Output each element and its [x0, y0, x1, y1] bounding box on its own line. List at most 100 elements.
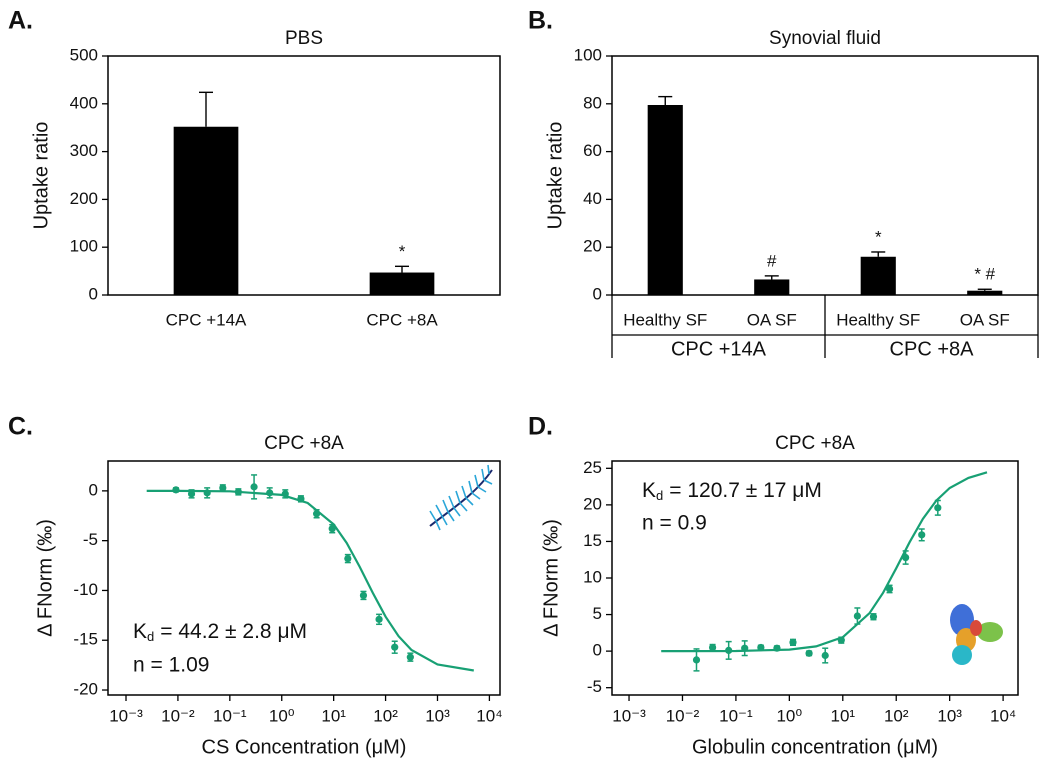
- data-point: [266, 489, 274, 497]
- significance-mark: *: [875, 227, 882, 246]
- data-point: [853, 612, 861, 620]
- y-tick-label: -5: [83, 530, 98, 549]
- data-point: [406, 653, 414, 661]
- data-point: [281, 490, 289, 498]
- y-axis-label: Uptake ratio: [30, 122, 52, 230]
- data-point: [725, 646, 733, 654]
- data-point: [250, 483, 258, 491]
- data-point: [708, 643, 717, 652]
- y-tick-label: 300: [70, 141, 98, 160]
- x-tick-label: 10¹: [830, 706, 855, 725]
- y-axis-label: Uptake ratio: [544, 122, 566, 230]
- y-tick-label: 200: [70, 189, 98, 208]
- kd-value: = 44.2 ± 2.8 μM: [160, 620, 307, 643]
- chart-title: CPC +8A: [775, 433, 855, 454]
- x-axis-label: CS Concentration (μM): [202, 736, 407, 758]
- x-tick-label: 10³: [937, 706, 962, 725]
- hill-annotation: n = 1.09: [133, 654, 209, 677]
- kd-symbol: K: [133, 620, 147, 643]
- data-point: [918, 531, 926, 539]
- panel-label: C.: [8, 413, 33, 441]
- panel-label: A.: [8, 7, 33, 35]
- x-tick-label: 10⁻¹: [719, 706, 753, 725]
- hill-annotation: n = 0.9: [642, 512, 707, 535]
- data-point: [757, 643, 765, 652]
- kd-annotation: Kd = 120.7 ± 17 μM: [642, 479, 822, 504]
- y-tick-label: 5: [593, 604, 602, 623]
- x-tick-label: 10⁻²: [161, 706, 195, 725]
- significance-mark: * #: [974, 265, 995, 284]
- bar: [173, 126, 239, 295]
- y-tick-label: 20: [583, 494, 602, 513]
- error-bar: [199, 91, 213, 127]
- significance-mark: #: [767, 251, 777, 270]
- y-axis-label: Δ FNorm (‰): [34, 519, 56, 637]
- data-point: [789, 638, 797, 646]
- x-tick-label: 10⁻³: [109, 706, 143, 725]
- bar: [967, 290, 1003, 295]
- x-tick-label: CPC +8A: [366, 310, 438, 329]
- data-point: [219, 484, 227, 492]
- x-tick-label: 10³: [425, 706, 450, 725]
- error-bar: [977, 288, 992, 291]
- kd-subscript: d: [147, 629, 154, 644]
- y-tick-label: -10: [73, 580, 98, 599]
- y-tick-label: 10: [583, 567, 602, 586]
- plot-frame: [107, 55, 501, 296]
- group-label: CPC +8A: [890, 338, 975, 360]
- y-tick-label: 0: [593, 641, 602, 660]
- bar: [860, 256, 896, 295]
- fit-curve: [661, 471, 988, 653]
- data-point: [375, 615, 383, 623]
- x-tick-label: Healthy SF: [623, 310, 707, 329]
- x-tick-label: Healthy SF: [836, 310, 920, 329]
- x-tick-label: 10⁴: [990, 706, 1016, 725]
- data-point: [187, 490, 196, 498]
- data-point: [837, 636, 845, 644]
- x-tick-label: 10⁰: [776, 706, 802, 725]
- kd-subscript: d: [656, 488, 663, 503]
- y-tick-label: -20: [73, 680, 98, 699]
- data-point: [692, 656, 701, 664]
- x-tick-label: CPC +14A: [166, 310, 247, 329]
- y-tick-label: -5: [587, 677, 602, 696]
- y-tick-label: 0: [89, 284, 98, 303]
- data-point: [885, 585, 894, 593]
- x-tick-label: 10⁴: [476, 706, 502, 725]
- group-label: CPC +14A: [671, 338, 767, 360]
- data-point: [172, 486, 180, 494]
- chart-title: PBS: [285, 28, 323, 49]
- y-tick-label: 100: [574, 45, 602, 64]
- kd-symbol: K: [642, 479, 656, 502]
- y-tick-label: 15: [583, 531, 602, 550]
- plot-frame: [107, 460, 501, 696]
- data-point: [328, 525, 336, 533]
- y-tick-label: 20: [583, 237, 602, 256]
- y-tick-label: 400: [70, 93, 98, 112]
- panel-label: B.: [528, 7, 553, 35]
- bar: [754, 279, 790, 295]
- error-bar: [658, 95, 673, 105]
- y-tick-label: -15: [73, 630, 98, 649]
- error-bar: [764, 275, 779, 280]
- kd-value: = 120.7 ± 17 μM: [669, 479, 822, 502]
- data-point: [391, 643, 399, 651]
- error-bar: [395, 265, 409, 273]
- x-tick-label: 10²: [884, 706, 909, 725]
- bar: [647, 104, 683, 296]
- data-point: [344, 554, 352, 563]
- x-tick-label: OA SF: [747, 310, 797, 329]
- x-tick-label: 10⁻²: [666, 706, 700, 725]
- data-point: [234, 488, 242, 496]
- y-tick-label: 40: [583, 189, 602, 208]
- bar: [369, 272, 435, 295]
- y-tick-label: 0: [89, 480, 98, 499]
- x-tick-label: 10²: [373, 706, 398, 725]
- data-point: [869, 613, 878, 621]
- data-point: [297, 495, 305, 503]
- x-tick-label: 10¹: [321, 706, 346, 725]
- y-tick-label: 100: [70, 237, 98, 256]
- x-tick-label: 10⁰: [269, 706, 295, 725]
- error-bar: [871, 251, 886, 257]
